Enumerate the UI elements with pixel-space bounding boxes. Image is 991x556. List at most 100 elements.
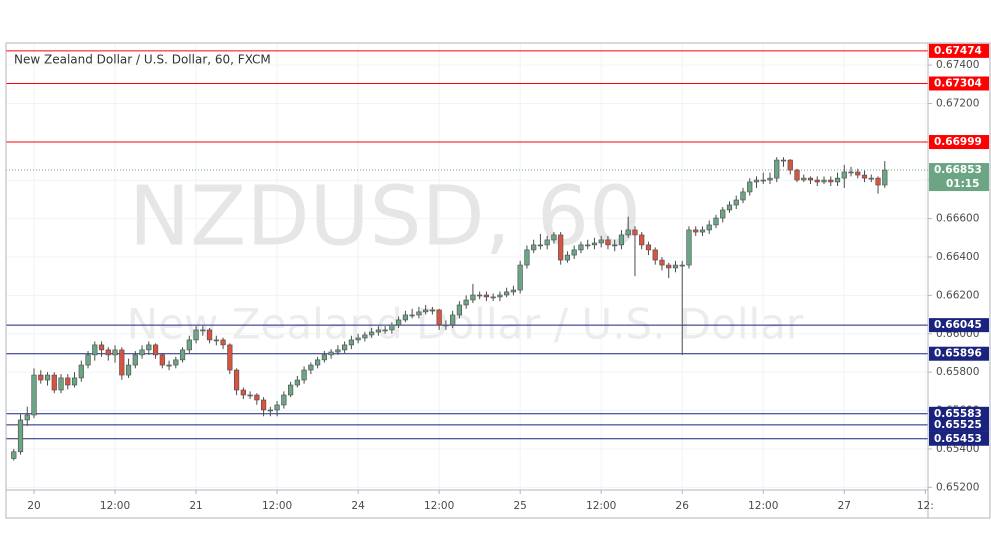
- candle-body: [315, 359, 321, 366]
- y-tick-label: 0.65200: [936, 481, 979, 493]
- candle-body: [369, 331, 375, 336]
- candle-body: [146, 344, 152, 351]
- candle-body: [821, 179, 827, 183]
- watermark: NZDUSD, 60: [129, 169, 641, 264]
- x-tick-label: 25: [513, 500, 526, 512]
- candle-body: [794, 169, 800, 181]
- candle-body: [645, 244, 652, 251]
- candle-body: [342, 344, 348, 351]
- candle-body: [537, 244, 544, 247]
- candle-body: [504, 291, 510, 296]
- candle-body: [301, 369, 307, 381]
- candle-body: [868, 177, 874, 180]
- candle-body: [119, 349, 125, 376]
- candle-body: [396, 319, 402, 326]
- candle-body: [720, 209, 726, 219]
- candle-body: [11, 451, 17, 459]
- candle-body: [288, 384, 294, 396]
- level-label: 0.67474: [934, 45, 982, 57]
- candle-body: [450, 314, 456, 326]
- y-tick-label: 0.66400: [936, 251, 979, 263]
- candle-body: [740, 191, 746, 201]
- level-label: 0.66999: [934, 136, 982, 148]
- level-label-bg: [929, 346, 989, 361]
- candle-body: [612, 244, 618, 247]
- candle-body: [841, 171, 847, 179]
- x-tick-label: 12:00: [262, 500, 292, 512]
- candle-body: [564, 254, 571, 261]
- candle-body: [814, 179, 820, 183]
- x-tick-label: 26: [676, 500, 690, 512]
- candle-body: [706, 224, 712, 231]
- candle-body: [200, 329, 206, 332]
- candle-body: [713, 217, 719, 226]
- candle-body: [321, 354, 327, 361]
- time-to-close: 01:15: [946, 178, 979, 190]
- candle-body: [105, 349, 111, 356]
- candle-body: [193, 329, 199, 341]
- candle-body: [834, 177, 841, 183]
- candle-body: [517, 264, 523, 291]
- candle-body: [497, 294, 503, 298]
- candle-body: [308, 364, 314, 371]
- candle-body: [801, 177, 807, 181]
- x-tick-label: 21: [189, 500, 202, 512]
- candle-body: [693, 229, 699, 233]
- candle-body: [882, 169, 888, 186]
- candle-body: [166, 364, 172, 367]
- x-tick-label: 24: [351, 500, 365, 512]
- candle-body: [686, 229, 692, 266]
- candle-body: [733, 199, 739, 206]
- candle-body: [139, 349, 145, 356]
- y-tick-label: 0.66200: [936, 289, 979, 301]
- candle-body: [382, 329, 388, 332]
- candle-body: [98, 344, 105, 351]
- candle-body: [429, 309, 435, 312]
- candle-body: [632, 229, 638, 236]
- candle-body: [747, 181, 753, 193]
- candle-body: [855, 171, 861, 176]
- level-label-bg: [929, 135, 989, 150]
- candle-body: [267, 409, 273, 412]
- candle-body: [423, 309, 429, 313]
- candle-body: [639, 234, 645, 246]
- candle-body: [463, 299, 469, 306]
- x-tick-label: 12:00: [424, 500, 454, 512]
- candle-body: [510, 289, 517, 293]
- candle-body: [807, 177, 814, 181]
- candle-body: [17, 419, 24, 453]
- candle-body: [558, 234, 564, 261]
- level-label: 0.66045: [934, 319, 982, 331]
- candle-body: [598, 239, 604, 244]
- candle-body: [206, 329, 213, 341]
- candle-body: [24, 414, 30, 421]
- candle-body: [477, 294, 483, 297]
- candle-body: [409, 314, 415, 317]
- candle-body: [416, 311, 422, 316]
- x-tick-label: 12:00: [748, 500, 778, 512]
- candle-body: [260, 399, 267, 411]
- candle-body: [51, 374, 57, 391]
- candle-body: [774, 159, 780, 179]
- candle-body: [220, 339, 226, 346]
- candle-body: [666, 264, 672, 269]
- candle-body: [58, 377, 64, 391]
- candle-body: [875, 177, 881, 186]
- candle-body: [679, 264, 685, 267]
- candle-body: [375, 329, 381, 333]
- candle-body: [335, 349, 341, 353]
- candle-body: [355, 337, 361, 341]
- x-tick-label: 20: [27, 500, 40, 512]
- candle-body: [571, 249, 577, 256]
- candle-body: [591, 242, 598, 246]
- candle-body: [760, 179, 766, 182]
- candle-body: [652, 249, 658, 261]
- y-tick-label: 0.67200: [936, 97, 979, 109]
- x-tick-label: 12:00: [100, 500, 130, 512]
- level-label-bg: [929, 43, 989, 58]
- level-label: 0.65583: [934, 408, 982, 420]
- chart-title: New Zealand Dollar / U.S. Dollar, 60, FX…: [14, 53, 271, 67]
- candle-body: [240, 389, 246, 396]
- y-tick-label: 0.65800: [936, 366, 979, 378]
